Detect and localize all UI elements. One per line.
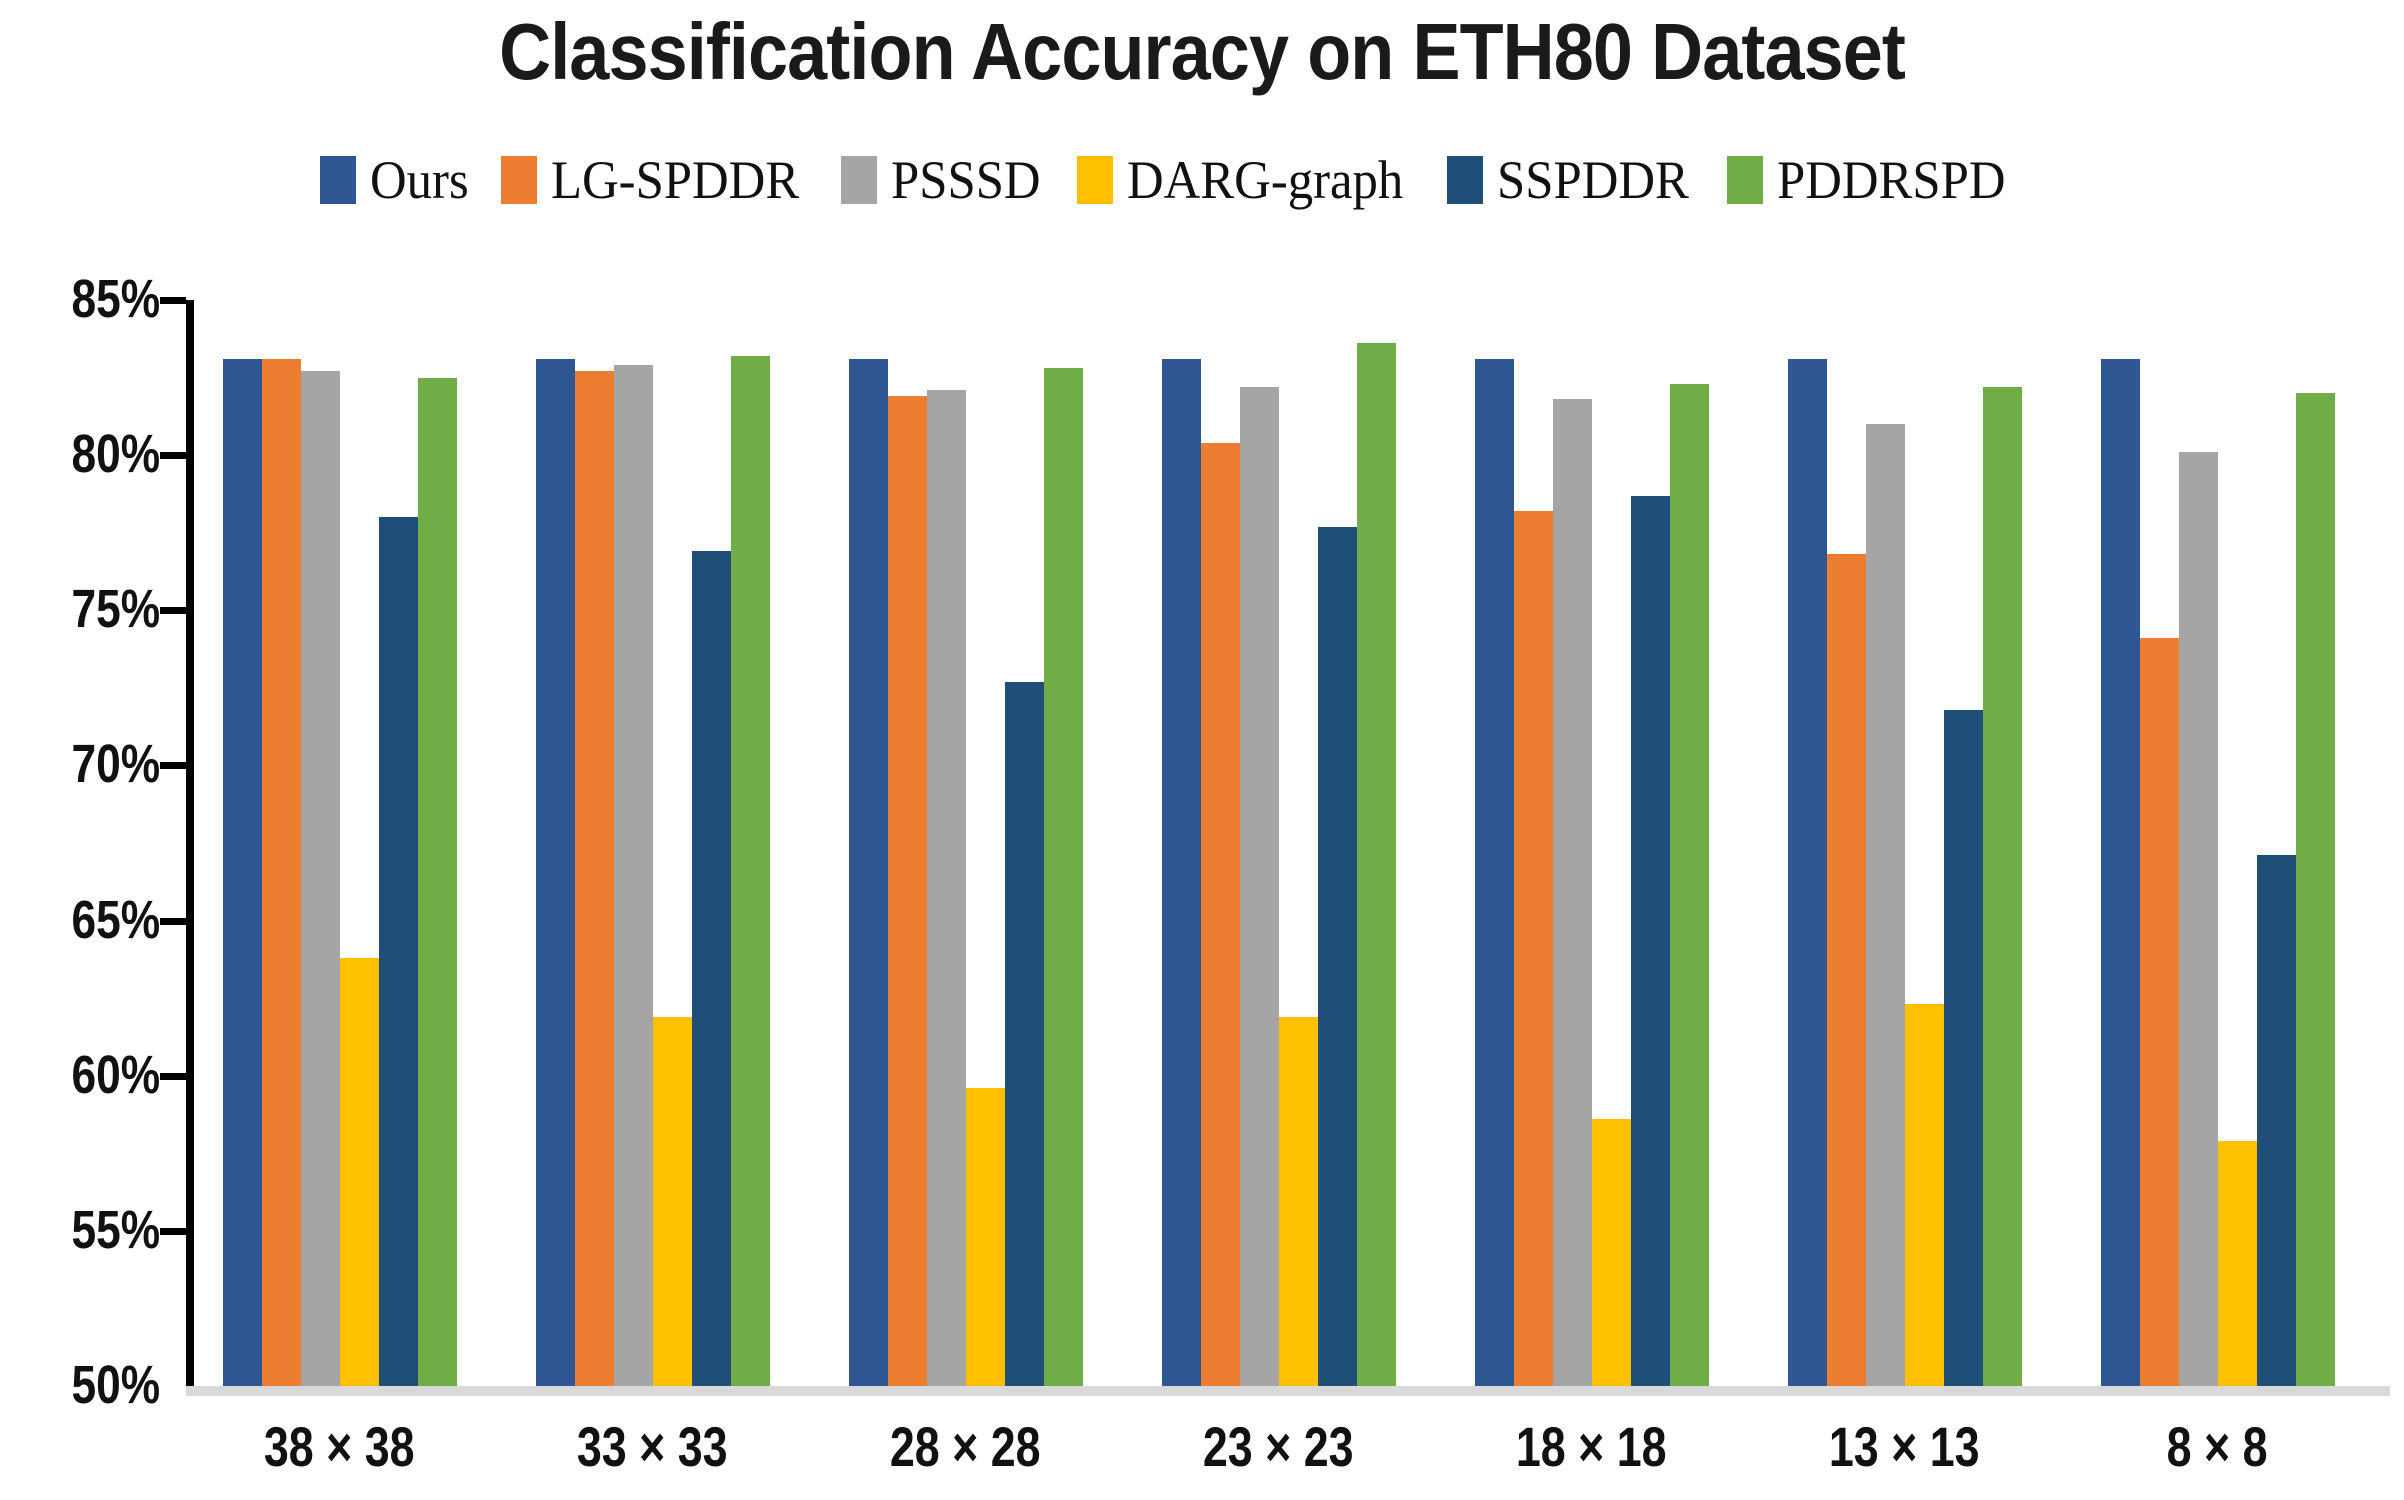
bar-ours-38×38 <box>222 359 262 1386</box>
legend-label: Ours <box>370 150 469 210</box>
bar-pddrspd-38×38 <box>417 377 457 1386</box>
y-axis-label: 65% <box>71 889 160 950</box>
bar-pddrspd-18×18 <box>1669 383 1709 1386</box>
bar-darg-graph-8×8 <box>2217 1140 2257 1386</box>
bar-psssd-18×18 <box>1552 399 1592 1386</box>
y-axis-label: 55% <box>71 1199 160 1260</box>
legend-label: LG-SPDDR <box>551 150 800 210</box>
bar-sspddr-33×33 <box>691 551 731 1386</box>
y-axis-line <box>186 300 194 1396</box>
legend-item-darg-graph: DARG-graph <box>1076 149 1421 211</box>
y-axis-label: 70% <box>71 734 160 795</box>
bar-lg-spddr-38×38 <box>261 359 301 1386</box>
y-axis-label: 75% <box>71 579 160 640</box>
y-axis-tick <box>160 607 186 615</box>
legend-swatch-icon <box>1076 156 1113 204</box>
bar-ours-28×28 <box>848 359 888 1386</box>
bar-lg-spddr-13×13 <box>1826 554 1866 1386</box>
legend-swatch-icon <box>501 156 538 204</box>
bar-darg-graph-28×28 <box>965 1088 1005 1386</box>
y-axis-tick <box>160 917 186 925</box>
bar-psssd-13×13 <box>1865 424 1905 1386</box>
x-axis-label: 8 × 8 <box>2167 1415 2268 1478</box>
bar-lg-spddr-18×18 <box>1513 511 1553 1386</box>
y-axis-tick <box>160 452 186 460</box>
bar-sspddr-18×18 <box>1630 495 1670 1386</box>
bar-ours-18×18 <box>1474 359 1514 1386</box>
bar-darg-graph-33×33 <box>652 1016 692 1386</box>
legend-swatch-icon <box>841 156 878 204</box>
bar-sspddr-13×13 <box>1943 709 1983 1386</box>
bar-psssd-8×8 <box>2178 452 2218 1386</box>
y-axis-label: 60% <box>71 1044 160 1105</box>
bar-psssd-33×33 <box>613 365 653 1386</box>
legend-item-sspddr: SSPDDR <box>1446 149 1701 211</box>
x-axis-label: 23 × 23 <box>1203 1415 1354 1478</box>
bar-ours-23×23 <box>1161 359 1201 1386</box>
chart-legend: Ours LG-SPDDR PSSSD DARG-graph SSPDDR PDDRSPD <box>320 148 2020 212</box>
bar-pddrspd-13×13 <box>1982 386 2022 1386</box>
chart-title: Classification Accuracy on ETH80 Dataset <box>499 7 1906 96</box>
legend-item-ours: Ours <box>320 149 475 211</box>
legend-swatch-icon <box>1446 156 1483 204</box>
legend-swatch-icon <box>1726 156 1763 204</box>
legend-label: DARG-graph <box>1126 150 1403 210</box>
x-axis-baseline <box>186 1386 2390 1396</box>
legend-label: PSSSD <box>891 150 1041 210</box>
x-axis-label: 38 × 38 <box>264 1415 415 1478</box>
x-axis-label: 18 × 18 <box>1516 1415 1667 1478</box>
x-axis-label: 13 × 13 <box>1829 1415 1980 1478</box>
y-axis-label: 85% <box>71 269 160 329</box>
bar-ours-33×33 <box>535 359 575 1386</box>
y-axis-tick <box>160 1227 186 1235</box>
bar-darg-graph-38×38 <box>339 957 379 1386</box>
bar-ours-13×13 <box>1787 359 1827 1386</box>
bar-ours-8×8 <box>2100 359 2140 1386</box>
bar-psssd-23×23 <box>1239 386 1279 1386</box>
bar-sspddr-28×28 <box>1004 681 1044 1386</box>
legend-label: PDDRSPD <box>1776 150 2006 210</box>
bar-lg-spddr-8×8 <box>2139 638 2179 1386</box>
bar-psssd-28×28 <box>926 390 966 1386</box>
legend-swatch-icon <box>320 156 356 204</box>
bar-lg-spddr-28×28 <box>887 396 927 1386</box>
legend-label: SSPDDR <box>1496 150 1689 210</box>
bar-darg-graph-23×23 <box>1278 1016 1318 1386</box>
legend-item-psssd: PSSSD <box>841 149 1050 211</box>
bar-darg-graph-18×18 <box>1591 1119 1631 1386</box>
y-axis-label: 80% <box>71 424 160 485</box>
bar-psssd-38×38 <box>300 371 340 1386</box>
x-axis-label: 28 × 28 <box>890 1415 1041 1478</box>
bar-sspddr-8×8 <box>2256 855 2296 1386</box>
legend-item-pddrspd: PDDRSPD <box>1726 149 2020 211</box>
bar-pddrspd-23×23 <box>1356 343 1396 1386</box>
y-axis-tick <box>160 297 186 304</box>
bar-darg-graph-13×13 <box>1904 1004 1944 1386</box>
bar-pddrspd-33×33 <box>730 355 770 1386</box>
bar-pddrspd-28×28 <box>1043 368 1083 1386</box>
x-axis-label: 33 × 33 <box>577 1415 728 1478</box>
legend-item-lg-spddr: LG-SPDDR <box>501 149 815 211</box>
bar-pddrspd-8×8 <box>2295 393 2335 1386</box>
bar-lg-spddr-23×23 <box>1200 442 1240 1386</box>
bar-sspddr-38×38 <box>378 517 418 1386</box>
bar-sspddr-23×23 <box>1317 526 1357 1386</box>
bar-lg-spddr-33×33 <box>574 371 614 1386</box>
y-axis-tick <box>160 1072 186 1080</box>
y-axis-tick <box>160 762 186 770</box>
y-axis-label: 50% <box>71 1355 160 1415</box>
